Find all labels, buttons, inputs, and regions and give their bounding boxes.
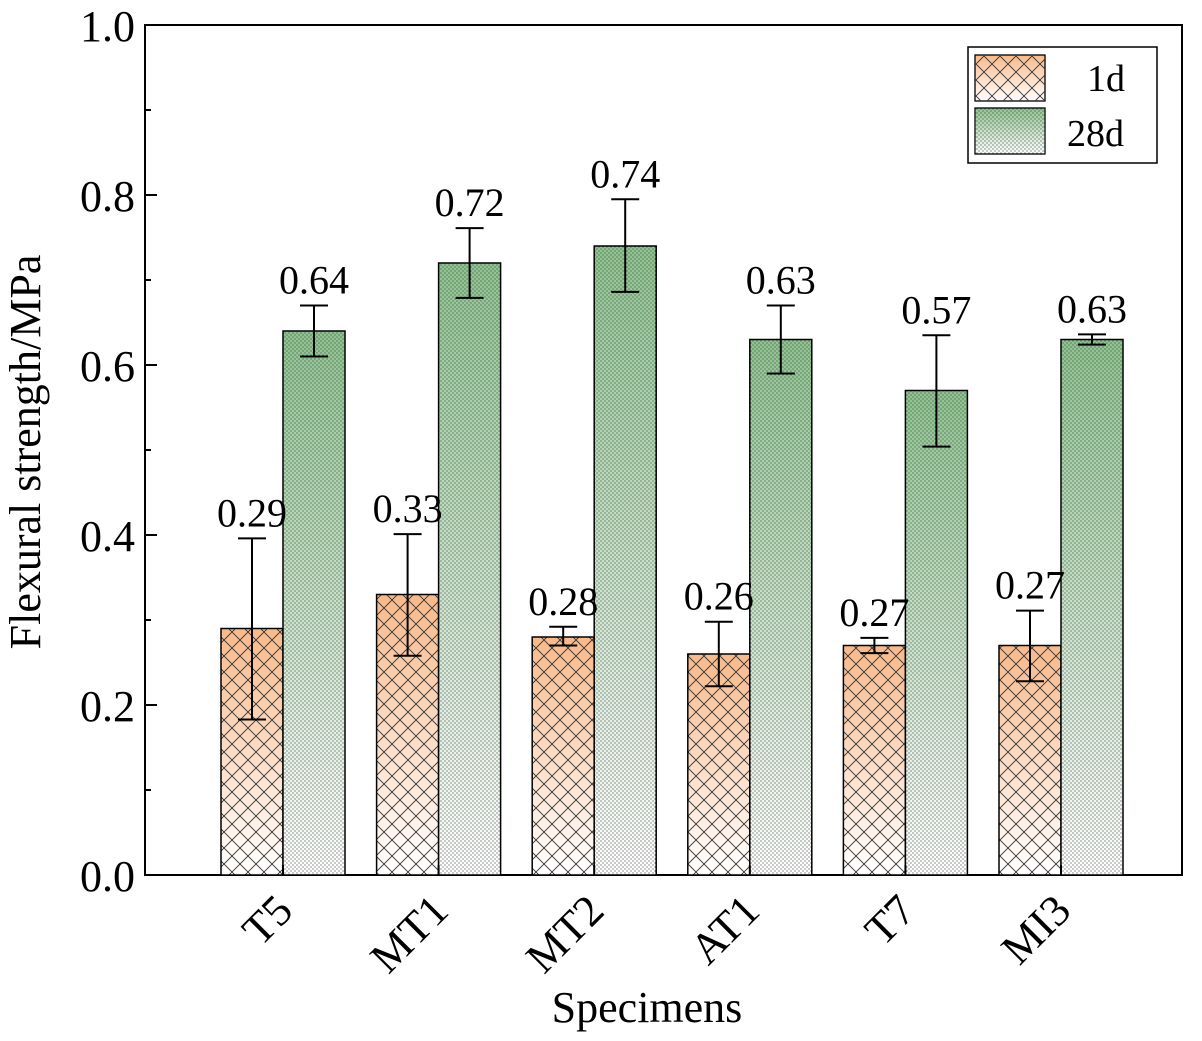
x-axis-label: Specimens: [552, 983, 743, 1032]
value-label-28d-t5: 0.64: [279, 258, 349, 303]
y-axis: 0.0 0.2 0.4 0.6 0.8 1.0: [80, 2, 157, 901]
value-label-28d-at1: 0.63: [746, 258, 816, 303]
bar-pattern-28d-t7: [904, 389, 969, 876]
value-label-28d-mi3: 0.63: [1057, 286, 1127, 331]
y-tick-label: 0.4: [80, 512, 135, 561]
value-label-28d-t7: 0.57: [901, 287, 971, 332]
bars: [220, 245, 1124, 876]
bar-pattern-1d-t7: [842, 644, 907, 876]
y-tick-label: 1.0: [80, 2, 135, 51]
x-tick-label-t7: T7: [855, 885, 924, 954]
legend-swatch-1d-pattern: [975, 55, 1045, 101]
bar-pattern-28d-mt2: [593, 245, 657, 876]
x-axis: T5 MT1 MT2 AT1 T7 MI3: [233, 865, 1080, 982]
y-tick-label: 0.2: [80, 682, 135, 731]
y-axis-label: Flexural strength/MPa: [1, 255, 50, 650]
value-label-1d-t5: 0.29: [217, 490, 287, 535]
value-label-1d-mt1: 0.33: [373, 486, 443, 531]
value-label-1d-t7: 0.27: [839, 590, 909, 635]
legend-label-28d: 28d: [1067, 113, 1124, 155]
x-tick-label-t5: T5: [233, 885, 302, 954]
x-tick-label-mt1: MT1: [361, 885, 458, 982]
value-label-1d-at1: 0.26: [684, 574, 754, 619]
error-bars: [238, 198, 1106, 721]
bar-pattern-28d-mt1: [437, 262, 502, 876]
x-tick-label-mt2: MT2: [516, 885, 613, 982]
legend-swatch-28d-pattern: [975, 108, 1045, 154]
bar-pattern-28d-at1: [749, 338, 813, 876]
value-label-28d-mt2: 0.74: [590, 151, 660, 196]
x-tick-label-at1: AT1: [681, 885, 769, 973]
y-tick-label: 0.8: [80, 172, 135, 221]
bar-pattern-1d-at1: [687, 653, 751, 876]
x-tick-label-mi3: MI3: [992, 885, 1080, 973]
legend-label-1d: 1d: [1087, 58, 1125, 100]
value-label-1d-mi3: 0.27: [995, 563, 1065, 608]
bar-pattern-28d-mi3: [1060, 338, 1124, 876]
bar-pattern-1d-mt2: [531, 636, 595, 876]
value-label-28d-mt1: 0.72: [435, 180, 505, 225]
value-labels: 0.29 0.64 0.33 0.72 0.28 0.74 0.26 0.63 0.27 0.57…: [217, 151, 1127, 635]
bar-pattern-1d-mi3: [998, 644, 1062, 876]
y-tick-label: 0.6: [80, 342, 135, 391]
value-label-1d-mt2: 0.28: [528, 579, 598, 624]
y-tick-label: 0.0: [80, 852, 135, 901]
bar-pattern-28d-t5: [282, 330, 346, 876]
legend: 1d 28d: [967, 46, 1158, 164]
